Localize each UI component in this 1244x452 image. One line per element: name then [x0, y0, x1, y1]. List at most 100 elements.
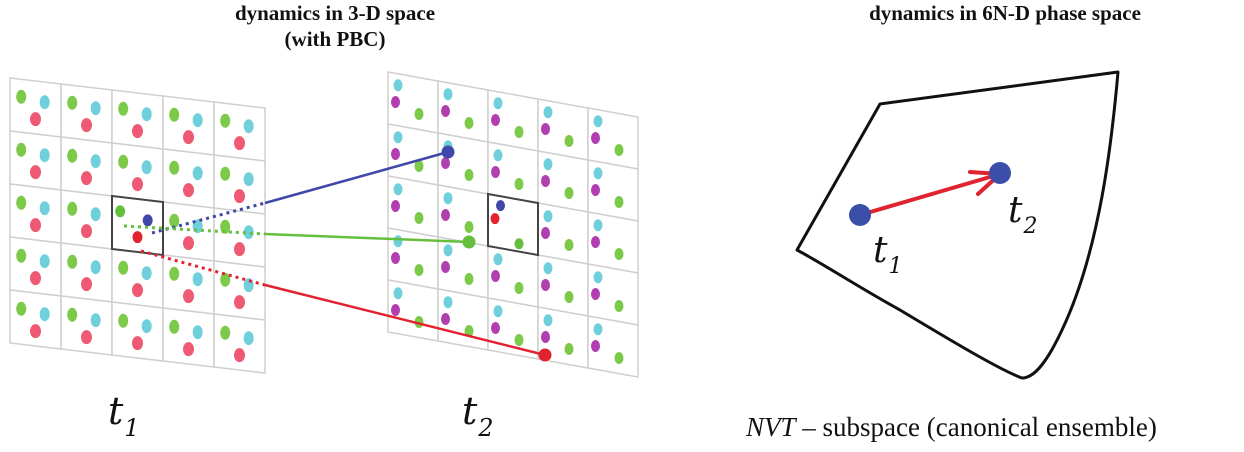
phase-trajectory-arrow: [859, 175, 991, 217]
grid-t2-particle: [496, 200, 505, 212]
grid-t1-particle: [169, 266, 180, 281]
grid-t2-particle: [564, 238, 574, 251]
grid-t2-particle: [393, 235, 403, 248]
grid-t1-particle: [30, 271, 41, 286]
grid-t1-particle: [16, 142, 27, 157]
green-track-dotted: [123, 224, 266, 236]
grid-t1-particle: [243, 119, 254, 134]
t2-label-phase: t2: [1008, 190, 1037, 239]
grid-t1-particle: [30, 324, 41, 339]
grid-t1-particle: [132, 336, 143, 351]
t2-label-grid: t2: [462, 389, 494, 442]
grid-t1-cell: [213, 207, 266, 268]
grid-t1-particle: [141, 160, 152, 175]
grid-t1-particle: [118, 101, 129, 116]
grid-t1-particle: [183, 183, 194, 198]
grid-t1-particle: [234, 295, 245, 310]
grid-t1-cell: [60, 189, 113, 250]
grid-t2-particle: [614, 143, 624, 156]
grid-t1-particle: [141, 266, 152, 281]
grid-t2-particle: [591, 183, 600, 196]
grid-t2-particle: [441, 104, 450, 117]
ensemble-caption: NVT – subspace (canonical ensemble): [746, 412, 1157, 443]
grid-t1-particle: [192, 113, 203, 128]
grid-t2-particle: [614, 299, 624, 312]
grid-t2-particle: [493, 253, 503, 266]
grid-t2-particle: [441, 208, 450, 221]
grid-t1-cell: [111, 89, 164, 150]
grid-t2-particle: [593, 115, 603, 128]
grid-t2-particle: [593, 323, 603, 336]
grid-t2-particle: [464, 168, 474, 181]
grid-t2-particle: [593, 219, 603, 232]
grid-t1-particle: [220, 219, 231, 234]
grid-t2-particle: [443, 192, 453, 205]
grid-t2-particle: [491, 269, 500, 282]
grid-t1-particle: [132, 177, 143, 192]
grid-t1-particle: [81, 171, 92, 186]
grid-t1-cell: [162, 307, 215, 368]
grid-t2-particle: [493, 149, 503, 162]
grid-t2-particle: [491, 113, 500, 126]
grid-t1-cell: [162, 95, 215, 156]
grid-t1-particle: [234, 348, 245, 363]
grid-t2-particle: [443, 88, 453, 101]
grid-t2-particle: [414, 159, 424, 172]
grid-t2-particle: [543, 314, 553, 327]
grid-t1-particle: [192, 272, 203, 287]
grid-t1-particle: [30, 165, 41, 180]
grid-t1-particle: [16, 195, 27, 210]
grid-t1-particle: [243, 331, 254, 346]
grid-t2-particle: [514, 238, 524, 250]
phase-point-t2: [989, 162, 1011, 184]
grid-t2-particle: [541, 122, 550, 135]
grid-t2-particle: [490, 213, 500, 225]
grid-t2-particle: [391, 303, 400, 316]
grid-t1-particle: [118, 313, 129, 328]
grid-t1-particle: [142, 214, 153, 227]
grid-t1-particle: [67, 95, 78, 110]
grid-t1-particle: [132, 124, 143, 139]
grid-t1-cell: [9, 289, 62, 350]
grid-t2-particle: [591, 235, 600, 248]
grid-t2-particle: [614, 247, 624, 260]
grid-t1-particle: [67, 307, 78, 322]
grid-t1-particle: [243, 172, 254, 187]
grid-t2-particle: [591, 287, 600, 300]
grid-t2-particle: [393, 79, 403, 92]
phase-point-t1: [849, 204, 871, 226]
grid-t2-particle: [464, 324, 474, 337]
red-track-solid: [264, 283, 546, 357]
grid-t2-particle: [543, 210, 553, 223]
grid-t2-particle: [514, 177, 524, 190]
pbc-grid-t2: [387, 71, 639, 378]
grid-t1-particle: [169, 107, 180, 122]
grid-t1-particle: [169, 319, 180, 334]
grid-t1-particle: [183, 236, 194, 251]
grid-t2-particle: [414, 107, 424, 120]
grid-t1-particle: [16, 248, 27, 263]
grid-t1-cell: [9, 130, 62, 191]
grid-t1-cell: [60, 83, 113, 144]
grid-t2-particle: [443, 296, 453, 309]
grid-t2-particle: [514, 333, 524, 346]
left-title-line1: dynamics in 3-D space: [234, 1, 436, 25]
grid-t1-particle: [90, 101, 101, 116]
grid-t1-particle: [141, 319, 152, 334]
grid-t2-particle: [591, 131, 600, 144]
grid-t2-particle: [493, 305, 503, 318]
grid-t1-particle: [16, 89, 27, 104]
left-panel-title: dynamics in 3-D space (with PBC): [170, 0, 500, 52]
grid-t2-particle: [614, 195, 624, 208]
grid-t1-particle: [81, 118, 92, 133]
grid-t1-particle: [81, 277, 92, 292]
grid-t1-particle: [81, 330, 92, 345]
grid-t2-particle: [493, 97, 503, 110]
grid-t1-particle: [192, 325, 203, 340]
grid-t1-particle: [183, 289, 194, 304]
grid-t1-particle: [118, 154, 129, 169]
grid-t2-particle: [464, 220, 474, 233]
grid-t1-cell: [111, 248, 164, 309]
grid-t2-central-cell: [487, 192, 539, 257]
